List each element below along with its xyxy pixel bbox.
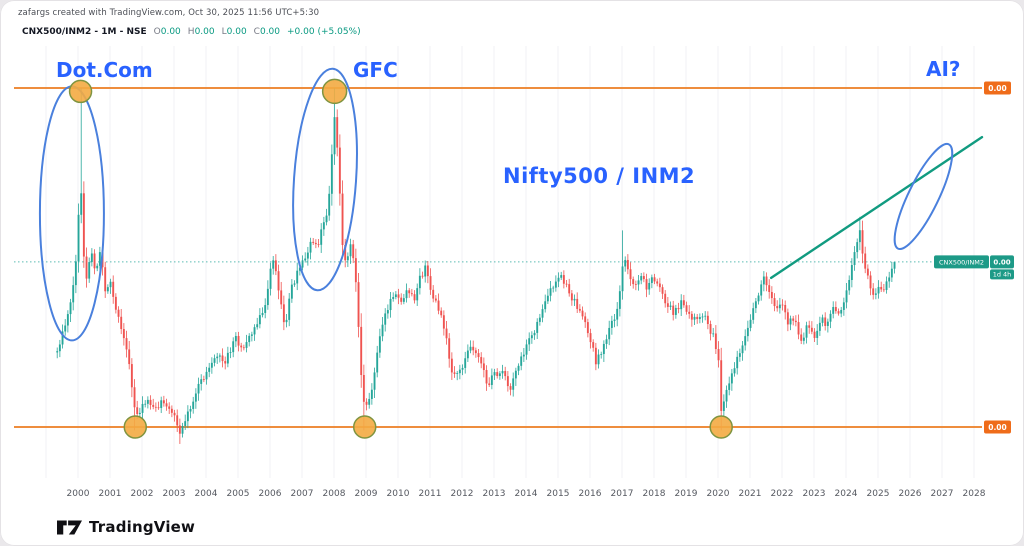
- svg-text:2021: 2021: [739, 489, 762, 499]
- svg-text:2022: 2022: [771, 489, 794, 499]
- svg-text:2019: 2019: [675, 489, 698, 499]
- annotation-dotcom: Dot.Com: [56, 58, 153, 82]
- svg-text:2005: 2005: [227, 489, 250, 499]
- tradingview-logo-text: TradingView: [89, 518, 196, 536]
- svg-text:2004: 2004: [195, 489, 218, 499]
- svg-text:0.00: 0.00: [993, 258, 1010, 266]
- tradingview-logo[interactable]: TradingView: [57, 518, 195, 536]
- symbol-info-row[interactable]: CNX500/INM2 - 1M - NSE O0.00 H0.00 L0.00…: [22, 27, 361, 37]
- symbol-title: CNX500/INM2 - 1M - NSE: [22, 27, 147, 37]
- svg-text:2011: 2011: [419, 489, 442, 499]
- svg-text:0.00: 0.00: [988, 84, 1007, 93]
- svg-text:2003: 2003: [163, 489, 186, 499]
- svg-text:2009: 2009: [355, 489, 378, 499]
- svg-text:2015: 2015: [547, 489, 570, 499]
- svg-text:2014: 2014: [515, 489, 538, 499]
- svg-text:2018: 2018: [643, 489, 666, 499]
- svg-text:2007: 2007: [291, 489, 314, 499]
- annotation-gfc: GFC: [353, 58, 398, 82]
- change-value: +0.00 (+5.05%): [287, 27, 361, 37]
- svg-text:2013: 2013: [483, 489, 506, 499]
- svg-text:2016: 2016: [579, 489, 602, 499]
- svg-text:2002: 2002: [131, 489, 154, 499]
- ohlc-close: C0.00: [253, 27, 281, 37]
- svg-text:2023: 2023: [803, 489, 826, 499]
- svg-text:2012: 2012: [451, 489, 474, 499]
- chart-watermark-title: Nifty500 / INM2: [503, 164, 696, 188]
- svg-text:2008: 2008: [323, 489, 346, 499]
- svg-text:2026: 2026: [899, 489, 922, 499]
- svg-text:2006: 2006: [259, 489, 282, 499]
- ohlc-high: H0.00: [187, 27, 215, 37]
- svg-text:2027: 2027: [931, 489, 954, 499]
- attribution-text: zafargs created with TradingView.com, Oc…: [18, 8, 320, 18]
- svg-text:2010: 2010: [387, 489, 410, 499]
- svg-text:0.00: 0.00: [988, 423, 1007, 432]
- annotation-ai: AI?: [926, 57, 961, 81]
- svg-text:2000: 2000: [67, 489, 90, 499]
- ohlc-open: O0.00: [153, 27, 181, 37]
- svg-text:2017: 2017: [611, 489, 634, 499]
- tradingview-logo-icon: [57, 520, 82, 534]
- svg-text:2024: 2024: [835, 489, 858, 499]
- svg-text:2001: 2001: [99, 489, 122, 499]
- svg-text:2025: 2025: [867, 489, 890, 499]
- svg-text:CNX500/INM2: CNX500/INM2: [939, 258, 984, 266]
- ohlc-low: L0.00: [221, 27, 247, 37]
- svg-text:1d 4h: 1d 4h: [993, 271, 1012, 279]
- svg-text:2020: 2020: [707, 489, 730, 499]
- svg-text:2028: 2028: [963, 489, 986, 499]
